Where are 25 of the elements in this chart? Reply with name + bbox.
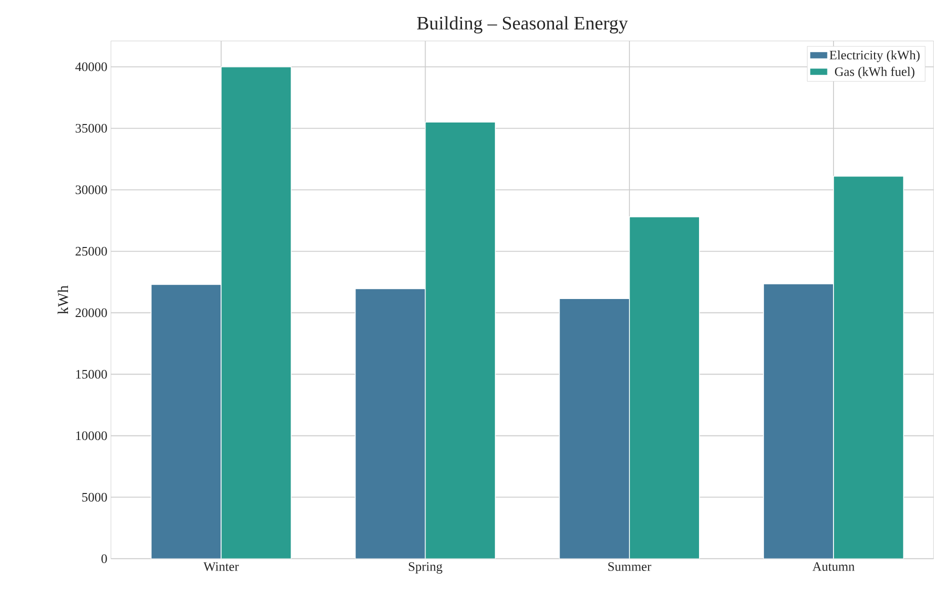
y-tick-label: 35000	[76, 124, 107, 133]
x-tick-label: Autumn	[812, 562, 855, 572]
bar	[629, 216, 700, 559]
bar	[763, 284, 834, 559]
x-tick-label: Spring	[408, 562, 442, 574]
y-tick-label: 10000	[76, 432, 107, 440]
bar	[354, 288, 426, 559]
y-tick-label: 40000	[75, 62, 107, 72]
y-tick-label: 15000	[76, 370, 107, 379]
y-tick-label: 0	[101, 554, 107, 564]
y-tick-label: 30000	[76, 186, 107, 194]
y-axis-title: kWh	[58, 286, 68, 314]
x-tick-label: Summer	[608, 562, 652, 572]
bar	[833, 176, 904, 559]
bar	[151, 284, 222, 559]
bar	[221, 66, 292, 559]
x-tick-label: Winter	[203, 562, 239, 572]
legend-label: Gas (kWh fuel)	[834, 66, 914, 79]
legend-label: Electricity (kWh)	[830, 50, 920, 62]
bar	[559, 298, 630, 559]
y-tick-label: 5000	[82, 493, 107, 502]
chart-title: Building – Seasonal Energy	[417, 16, 628, 34]
y-tick-label: 20000	[76, 308, 107, 318]
y-tick-label: 25000	[76, 247, 107, 256]
bar	[424, 122, 496, 559]
